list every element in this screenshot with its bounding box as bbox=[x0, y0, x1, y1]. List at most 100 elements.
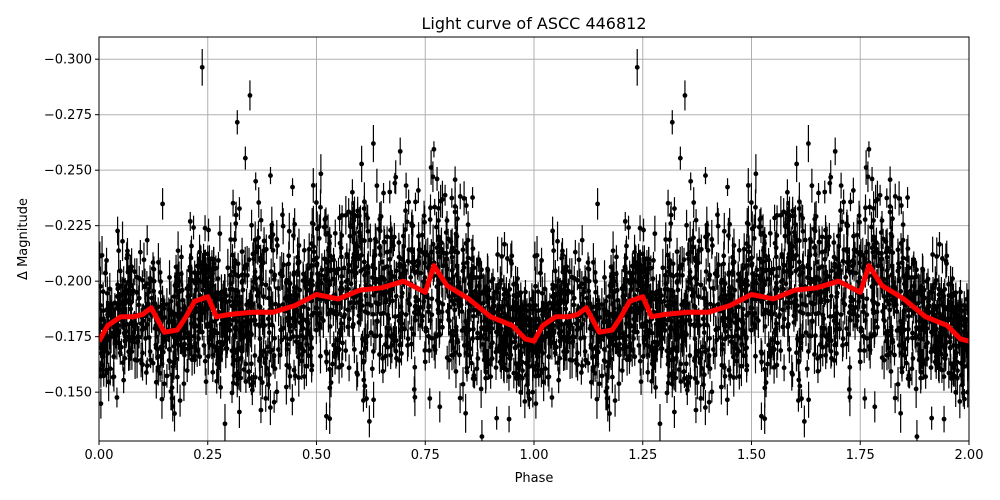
data-point bbox=[609, 374, 615, 380]
data-point bbox=[838, 208, 843, 214]
data-point bbox=[522, 399, 528, 404]
data-point bbox=[538, 270, 543, 276]
data-point bbox=[455, 250, 461, 255]
data-point bbox=[602, 275, 607, 280]
data-point bbox=[753, 204, 758, 210]
data-point bbox=[439, 324, 445, 330]
data-point bbox=[339, 212, 345, 218]
data-point bbox=[279, 268, 285, 274]
data-point bbox=[668, 221, 674, 226]
data-point bbox=[164, 373, 170, 379]
data-point bbox=[397, 148, 403, 154]
data-point bbox=[135, 340, 140, 345]
data-point bbox=[826, 234, 832, 240]
data-point bbox=[463, 203, 469, 208]
data-point bbox=[753, 171, 759, 177]
data-point bbox=[501, 292, 507, 298]
data-point bbox=[181, 381, 187, 387]
data-point bbox=[855, 313, 861, 319]
data-point bbox=[323, 232, 329, 237]
data-point bbox=[705, 247, 711, 253]
data-point bbox=[567, 324, 572, 329]
data-point bbox=[387, 256, 393, 262]
data-point bbox=[459, 328, 465, 333]
data-point bbox=[453, 231, 459, 237]
data-point bbox=[530, 389, 536, 395]
data-point bbox=[283, 384, 289, 390]
data-point bbox=[736, 304, 742, 310]
data-point bbox=[757, 276, 763, 282]
data-point bbox=[845, 249, 850, 255]
data-point bbox=[391, 234, 397, 240]
data-point bbox=[320, 318, 326, 323]
data-point bbox=[355, 243, 361, 249]
data-point bbox=[471, 313, 477, 319]
data-point bbox=[309, 241, 315, 247]
data-point bbox=[878, 230, 884, 235]
data-point bbox=[579, 363, 585, 369]
data-point bbox=[225, 265, 231, 271]
data-point bbox=[378, 333, 383, 339]
data-point bbox=[817, 239, 822, 245]
data-point bbox=[890, 250, 896, 255]
data-point bbox=[362, 383, 368, 389]
data-point bbox=[234, 119, 240, 125]
data-point bbox=[794, 161, 800, 167]
data-point bbox=[421, 279, 427, 284]
data-point bbox=[432, 204, 438, 210]
data-point bbox=[866, 146, 872, 152]
data-point bbox=[216, 258, 221, 263]
data-point bbox=[403, 208, 408, 214]
data-point bbox=[941, 416, 947, 422]
data-point bbox=[739, 363, 744, 369]
data-point bbox=[348, 281, 354, 287]
data-point bbox=[736, 374, 742, 379]
data-point bbox=[478, 386, 484, 392]
data-point bbox=[575, 362, 580, 368]
data-point bbox=[660, 265, 666, 271]
data-point bbox=[840, 297, 846, 303]
data-point bbox=[806, 348, 811, 354]
data-point bbox=[188, 255, 194, 261]
data-point bbox=[626, 225, 631, 230]
data-point bbox=[844, 341, 849, 347]
data-point bbox=[930, 289, 935, 295]
data-point bbox=[355, 372, 360, 378]
data-point bbox=[212, 344, 218, 350]
data-point bbox=[682, 93, 688, 98]
data-point bbox=[653, 385, 659, 390]
data-point bbox=[524, 308, 530, 314]
data-point bbox=[438, 198, 444, 204]
data-point bbox=[778, 348, 784, 353]
data-point bbox=[136, 295, 142, 301]
data-point bbox=[800, 265, 806, 270]
data-point bbox=[254, 293, 260, 299]
data-point bbox=[619, 368, 625, 373]
data-point bbox=[483, 375, 489, 381]
data-point bbox=[574, 327, 580, 333]
data-point bbox=[287, 281, 293, 286]
data-point bbox=[847, 394, 853, 400]
data-point bbox=[453, 368, 459, 374]
data-point bbox=[443, 230, 449, 235]
data-point bbox=[715, 212, 720, 218]
data-point bbox=[237, 206, 242, 211]
data-point bbox=[197, 354, 203, 360]
data-point bbox=[752, 324, 758, 330]
data-point bbox=[440, 301, 446, 307]
data-point bbox=[371, 397, 376, 403]
data-point bbox=[292, 221, 298, 227]
data-point bbox=[707, 335, 712, 341]
data-point bbox=[832, 148, 838, 154]
data-point bbox=[434, 245, 440, 251]
data-point bbox=[904, 256, 910, 262]
data-point bbox=[266, 372, 272, 378]
data-point bbox=[132, 357, 138, 363]
data-point bbox=[744, 220, 750, 226]
data-point bbox=[934, 254, 940, 259]
data-point bbox=[409, 326, 415, 331]
data-point bbox=[139, 327, 145, 333]
data-point bbox=[636, 343, 642, 348]
data-point bbox=[314, 226, 320, 232]
data-point bbox=[99, 401, 104, 407]
